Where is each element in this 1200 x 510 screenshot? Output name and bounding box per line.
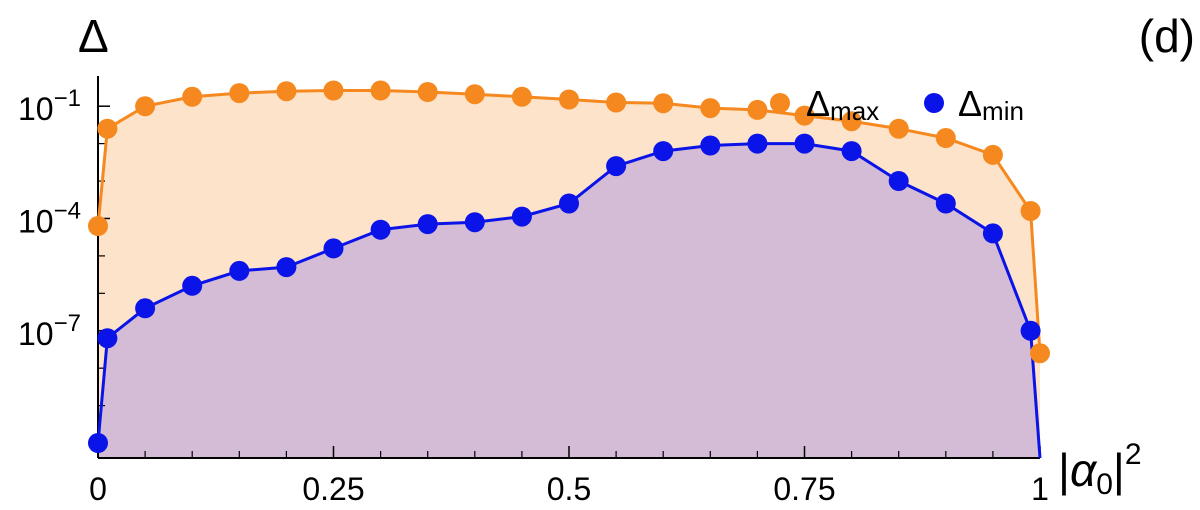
legend-marker-1	[924, 93, 944, 113]
data-point	[417, 214, 438, 235]
data-point	[464, 84, 485, 105]
x-tick-label: 0.25	[302, 471, 364, 507]
data-point	[982, 223, 1003, 244]
data-point	[606, 92, 627, 113]
data-point	[323, 238, 344, 259]
panel-label: (d)	[1139, 10, 1195, 62]
data-point	[559, 89, 579, 110]
data-point	[229, 260, 250, 281]
data-point	[747, 99, 768, 120]
x-tick-label: 0	[89, 471, 107, 507]
data-point	[182, 86, 203, 107]
data-point	[229, 83, 250, 104]
legend: Δmax Δmin	[770, 83, 1024, 126]
axes	[97, 76, 1041, 459]
data-point	[323, 80, 344, 101]
data-point	[88, 433, 108, 453]
data-point	[464, 212, 485, 233]
data-point	[559, 193, 579, 214]
data-point	[370, 219, 391, 240]
data-point	[135, 96, 156, 117]
legend-label-0: Δmax	[806, 83, 879, 126]
y-tick-label: 10−1	[18, 85, 81, 127]
y-axis-label: Δ	[78, 10, 109, 62]
data-point	[1030, 343, 1050, 364]
data-point	[794, 105, 815, 126]
data-point	[88, 216, 108, 236]
y-tick-label: 10−7	[18, 310, 81, 352]
data-point	[841, 141, 862, 162]
data-point	[700, 135, 721, 156]
data-point	[97, 328, 118, 349]
data-point	[888, 171, 909, 191]
data-point	[1020, 320, 1041, 341]
data-point	[935, 128, 956, 148]
y-tick-label: 10−4	[18, 197, 81, 239]
data-point	[511, 206, 532, 227]
x-tick-label: 0.5	[547, 471, 591, 507]
area-fill-1	[98, 143, 1040, 458]
x-tick-label: 1	[1031, 471, 1049, 507]
legend-marker-0	[770, 93, 790, 113]
data-point	[276, 81, 297, 102]
data-point	[888, 118, 909, 139]
axis-labels: 10−1 10−4 10−7 0 0.25 0.5 0.75 1 Δ (d) |α0|2	[18, 10, 1195, 507]
x-tick-label: 0.75	[773, 471, 835, 507]
data-point	[700, 98, 721, 119]
data-point	[841, 111, 862, 132]
series-points	[88, 80, 1050, 453]
x-axis-label: |α0|2	[1058, 438, 1142, 501]
data-point	[370, 80, 391, 101]
data-point	[276, 257, 297, 278]
data-point	[511, 86, 532, 107]
area-fills	[98, 90, 1040, 458]
data-point	[417, 82, 438, 102]
data-point	[1020, 201, 1041, 221]
legend-label-1: Δmin	[958, 83, 1024, 126]
data-point	[794, 133, 815, 154]
data-point	[935, 193, 956, 214]
data-point	[97, 118, 118, 139]
data-point	[653, 141, 674, 162]
data-point	[606, 156, 627, 177]
data-point	[982, 144, 1003, 165]
data-point	[135, 298, 156, 319]
data-point	[653, 93, 674, 114]
data-point	[182, 275, 203, 296]
data-point	[747, 133, 768, 154]
